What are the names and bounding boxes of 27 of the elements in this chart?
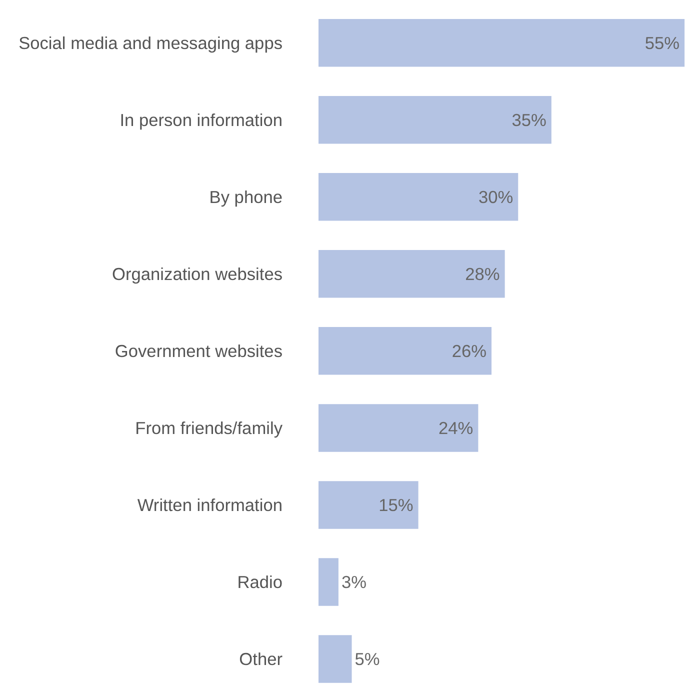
bar — [318, 481, 418, 529]
bar — [318, 18, 684, 67]
y-tick-label: Radio — [237, 572, 283, 592]
y-tick-label: Other — [239, 648, 283, 669]
y-tick-label: From friends/family — [135, 418, 283, 438]
data-label: 3% — [341, 572, 367, 592]
data-label: 24% — [438, 418, 474, 438]
y-tick-label: Government websites — [114, 340, 283, 361]
data-label: 28% — [465, 264, 500, 284]
data-label: 5% — [354, 648, 380, 669]
bar — [318, 404, 478, 452]
y-tick-label: Social media and messaging apps — [18, 32, 283, 53]
bar — [318, 96, 552, 144]
y-tick-label: By phone — [209, 186, 283, 207]
y-tick-label: Organization websites — [112, 264, 283, 284]
data-label: 35% — [512, 110, 546, 130]
data-label: 55% — [644, 32, 680, 53]
bar — [318, 327, 492, 375]
data-label: 15% — [378, 494, 414, 515]
bar — [318, 558, 338, 606]
bar — [318, 173, 518, 221]
bar — [318, 250, 505, 298]
data-label: 30% — [478, 186, 514, 207]
data-label: 26% — [452, 340, 487, 361]
y-tick-label: In person information — [120, 110, 283, 130]
y-tick-label: Written information — [137, 494, 283, 515]
bar — [318, 635, 352, 683]
